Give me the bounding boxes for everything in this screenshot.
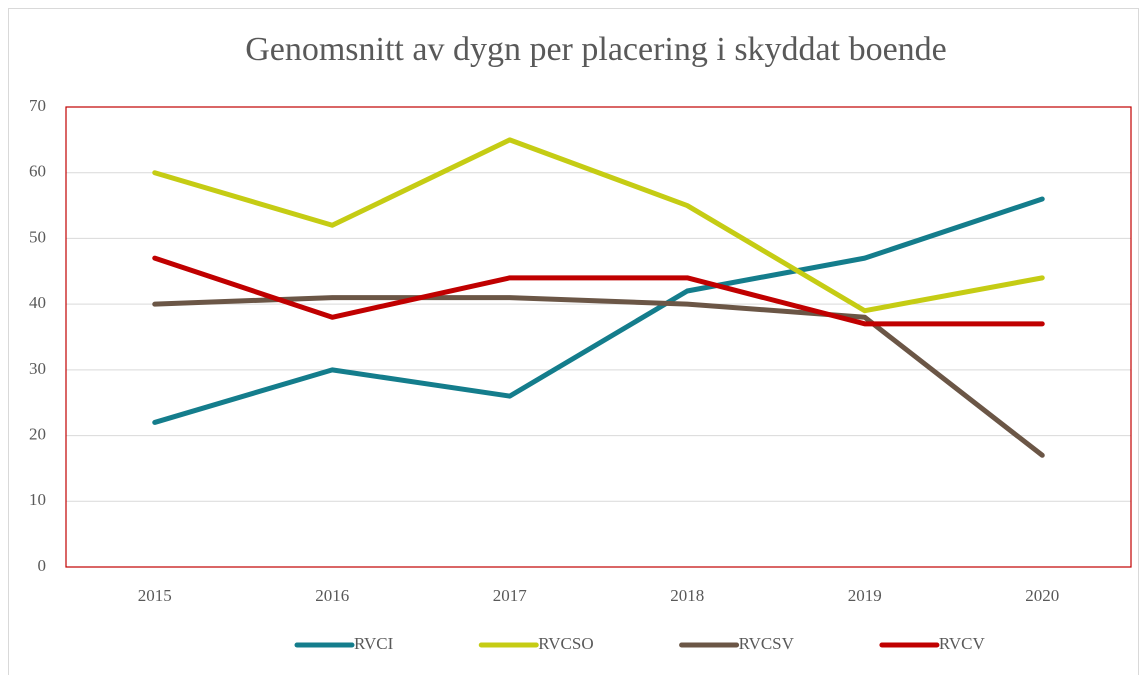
y-tick-label: 50 <box>29 227 46 246</box>
y-tick-label: 40 <box>29 293 46 312</box>
legend-label: RVCSO <box>538 634 593 653</box>
y-tick-label: 60 <box>29 162 46 181</box>
x-tick-label: 2016 <box>315 586 349 605</box>
y-tick-label: 70 <box>29 96 46 115</box>
chart-border <box>8 8 1139 675</box>
legend-label: RVCI <box>354 634 394 653</box>
y-tick-label: 0 <box>38 556 47 575</box>
chart-title: Genomsnitt av dygn per placering i skydd… <box>245 31 947 68</box>
x-tick-label: 2018 <box>670 586 704 605</box>
series-line <box>152 137 1045 314</box>
y-tick-label: 10 <box>29 490 46 509</box>
x-tick-label: 2019 <box>848 586 882 605</box>
plot-border <box>65 106 1132 568</box>
y-tick-label: 30 <box>29 359 46 378</box>
legend-label: RVCSV <box>739 634 795 653</box>
legend-label: RVCV <box>939 634 986 653</box>
series-line <box>152 255 1045 327</box>
y-tick-label: 20 <box>29 424 46 443</box>
series-line <box>152 196 1045 425</box>
x-tick-label: 2020 <box>1025 586 1059 605</box>
series-line <box>152 295 1045 458</box>
x-tick-label: 2015 <box>138 586 172 605</box>
x-tick-label: 2017 <box>493 586 528 605</box>
